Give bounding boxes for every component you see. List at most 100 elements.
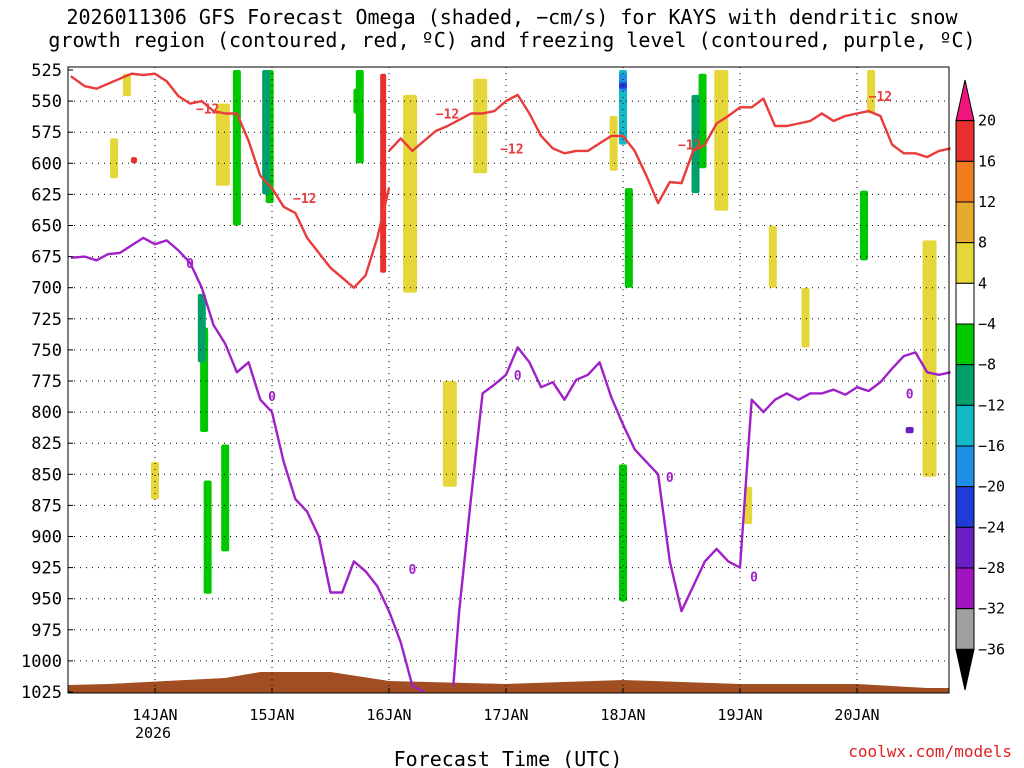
colorbar-swatch: [955, 486, 975, 528]
colorbar-label: −16: [978, 437, 1005, 455]
watermark: coolwx.com/models: [848, 742, 1012, 761]
omega-region: [905, 427, 914, 434]
colorbar-label: −24: [978, 518, 1005, 536]
y-tick-label: 900: [31, 528, 62, 548]
contour-line: [388, 93, 951, 205]
y-tick-label: 750: [31, 341, 62, 361]
y-tick-label: 925: [31, 559, 62, 579]
contour-label: −12: [869, 90, 892, 105]
contour-label: −12: [196, 103, 219, 118]
omega-region: [380, 73, 387, 273]
colorbar-arrow-top: [955, 79, 975, 122]
contour-label: 0: [750, 570, 758, 585]
omega-region: [922, 240, 937, 477]
contour-line: [452, 346, 951, 686]
omega-region: [151, 461, 159, 500]
omega-region: [744, 486, 753, 525]
colorbar-swatch: [955, 567, 975, 610]
contour-label: 0: [906, 387, 914, 402]
colorbar-swatch: [955, 282, 975, 325]
contour-label: 0: [186, 257, 194, 272]
y-tick-label: 725: [31, 310, 62, 330]
omega-region: [691, 94, 700, 194]
y-tick-label: 575: [31, 123, 62, 143]
omega-region: [768, 225, 777, 288]
omega-region: [860, 190, 869, 261]
contour-label: 0: [514, 369, 522, 384]
grid-lines: [68, 67, 949, 693]
colorbar-label: −28: [978, 559, 1005, 577]
y-tick-label: 775: [31, 372, 62, 392]
colorbar-swatch: [955, 323, 975, 366]
contour-lines: −12 −12 −12 −12 −12 −12 0 0 0 0 0 0 0: [70, 72, 951, 694]
y-tick-label: 800: [31, 403, 62, 423]
omega-region: [221, 444, 230, 552]
colorbar-swatch: [955, 160, 975, 203]
omega-region: [355, 70, 364, 164]
omega-region: [110, 138, 119, 179]
colorbar-label: −12: [978, 396, 1005, 414]
omega-region: [801, 287, 810, 348]
colorbar-label: −4: [978, 315, 996, 333]
colorbar-label: −8: [978, 356, 996, 374]
colorbar-arrow-bottom: [955, 648, 975, 691]
omega-region: [197, 293, 206, 363]
omega-region: [609, 116, 618, 171]
y-tick-label: 950: [31, 590, 62, 610]
colorbar-swatch: [955, 242, 975, 284]
y-tick-label: 875: [31, 496, 62, 516]
omega-region: [698, 73, 707, 169]
contour-line: [70, 236, 425, 694]
y-tick-label: 850: [31, 465, 62, 485]
colorbar-swatch: [955, 404, 975, 447]
x-tick-label: 18JAN: [600, 706, 645, 724]
omega-region: [619, 464, 627, 602]
y-tick-label: 1025: [21, 683, 62, 703]
y-tick-label: 650: [31, 217, 62, 237]
y-tick-label: 550: [31, 92, 62, 112]
omega-region: [232, 70, 241, 226]
chart-title: 2026011306 GFS Forecast Omega (shaded, −…: [48, 5, 976, 52]
x-tick-sublabel: 2026: [135, 724, 171, 742]
plot-frame: [67, 66, 950, 694]
omega-region: [473, 78, 488, 174]
colorbar: 20 16 12 8 4 −4 −8 −12 −16 −20 −24 −28 −32 −36: [955, 79, 1005, 691]
colorbar-swatch: [955, 201, 975, 244]
omega-region: [122, 73, 131, 97]
x-tick-label: 19JAN: [717, 706, 762, 724]
y-tick-label: 825: [31, 434, 62, 454]
colorbar-swatch: [955, 526, 975, 569]
omega-region: [442, 381, 457, 487]
y-tick-label: 600: [31, 154, 62, 174]
colorbar-label: 12: [978, 193, 996, 211]
colorbar-label: −36: [978, 640, 1005, 658]
contour-label: −12: [500, 142, 523, 157]
omega-region: [867, 70, 876, 114]
colorbar-swatch: [955, 364, 975, 406]
x-tick-label: 15JAN: [249, 706, 294, 724]
x-tick-label: 17JAN: [483, 706, 528, 724]
colorbar-label: 8: [978, 234, 987, 252]
omega-region: [624, 188, 633, 288]
omega-region: [403, 94, 418, 293]
contour-label: 0: [268, 390, 276, 405]
contour-label: −12: [678, 139, 701, 154]
contour-label: 0: [666, 471, 674, 486]
colorbar-swatch: [955, 608, 975, 650]
omega-region: [215, 103, 230, 186]
contour-label: −12: [293, 192, 316, 207]
omega-region: [353, 88, 362, 114]
x-tick-label: 16JAN: [366, 706, 411, 724]
colorbar-swatch: [955, 445, 975, 488]
y-tick-label: 675: [31, 248, 62, 268]
y-tick-label: 975: [31, 621, 62, 641]
y-tick-label: 625: [31, 185, 62, 205]
omega-region: [130, 157, 137, 164]
contour-label: 0: [408, 563, 416, 578]
x-tick-label: 14JAN: [132, 706, 177, 724]
omega-region: [203, 480, 212, 594]
colorbar-label: −20: [978, 478, 1005, 496]
pressure-axis: 525 550 575 600 625 650 675 700 725 750 775 800 825 8…: [21, 61, 73, 703]
